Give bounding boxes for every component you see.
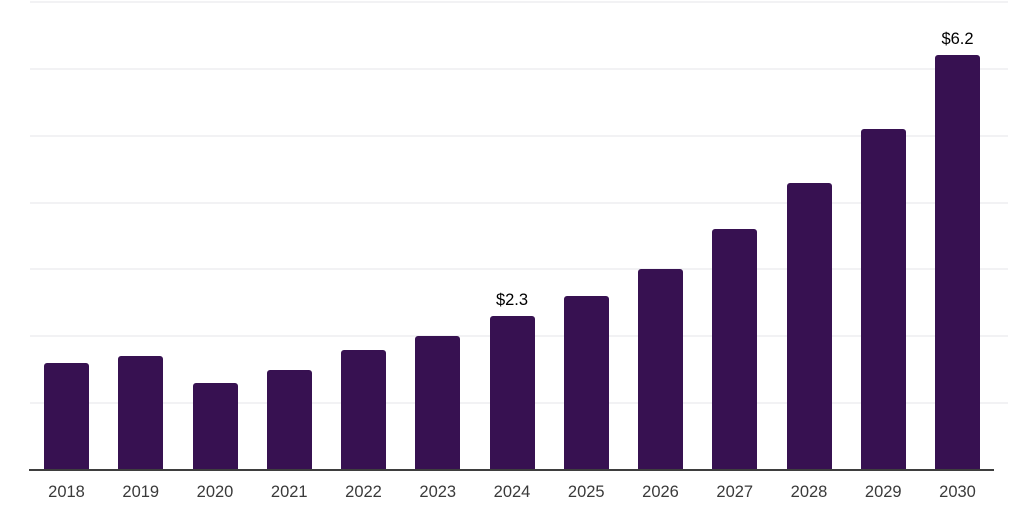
x-tick-2029: 2029 (864, 483, 902, 501)
gridline (30, 201, 1008, 204)
x-tick-2025: 2025 (567, 483, 605, 501)
bar-2026 (638, 269, 683, 470)
bar-2019 (118, 356, 164, 470)
bar-2023 (415, 336, 461, 470)
bar-2024 (489, 316, 535, 470)
x-tick-2021: 2021 (270, 483, 308, 501)
x-tick-2027: 2027 (716, 483, 754, 501)
x-tick-2023: 2023 (419, 483, 457, 501)
data-label-2030: $6.2 (941, 30, 974, 49)
x-tick-2030: 2030 (939, 483, 976, 501)
bar-2025 (563, 296, 609, 470)
bar-2027 (712, 229, 758, 470)
data-label-2024: $2.3 (495, 291, 529, 310)
bar-2030 (935, 55, 980, 470)
gridline (30, 1, 1008, 3)
bar-2021 (266, 369, 312, 470)
x-tick-2018: 2018 (48, 483, 85, 501)
bar-2018 (44, 363, 89, 470)
x-axis-line (29, 469, 994, 471)
x-tick-2024: 2024 (493, 483, 531, 501)
x-tick-2019: 2019 (122, 483, 160, 501)
x-tick-2020: 2020 (196, 483, 234, 501)
x-tick-2022: 2022 (345, 483, 382, 501)
bar-2028 (786, 182, 832, 470)
bar-2020 (192, 383, 238, 470)
bar-2029 (860, 129, 906, 470)
x-tick-2028: 2028 (790, 483, 828, 501)
bar-2022 (341, 349, 386, 470)
gridline (30, 67, 1008, 70)
gridline (30, 134, 1008, 137)
x-tick-2026: 2026 (642, 483, 679, 501)
gridline (30, 268, 1008, 271)
